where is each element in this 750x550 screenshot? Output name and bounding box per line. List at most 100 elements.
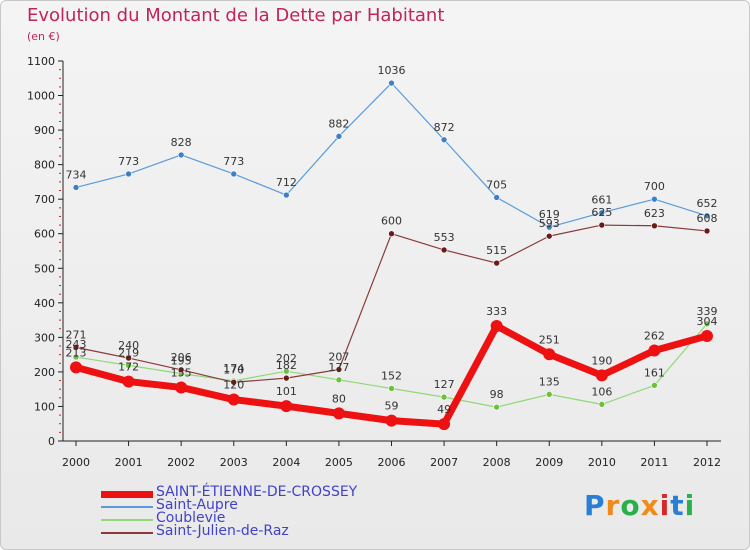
y-minor-tick [59,155,61,157]
data-point [388,79,395,87]
series-line-0 [75,82,708,228]
data-label: 600 [381,215,402,228]
data-label: 98 [490,388,504,401]
x-tick-label: 2002 [167,456,195,469]
data-label: 243 [66,338,87,351]
y-minor-tick [59,190,61,192]
data-label: 207 [328,350,349,363]
logo-letter: x [640,489,660,522]
x-tick-label: 2007 [430,456,458,469]
data-label: 172 [118,361,139,374]
data-point [177,151,185,159]
data-label: 652 [697,197,718,210]
data-label: 182 [276,359,297,372]
data-label: 202 [276,352,297,365]
data-label: 882 [328,117,349,130]
legend-label: SAINT-ÉTIENNE-DE-CROSSEY [156,484,358,500]
data-labels-layer: 734 773 828 773 712 882 1036 872 705 619 661 700 652… [66,64,718,416]
x-tick-label: 2008 [483,456,511,469]
data-point [440,393,448,401]
legend-label: Saint-Aupre [156,497,238,513]
y-minor-tick [59,362,61,364]
data-label: 190 [591,354,612,367]
x-tick-label: 2009 [535,456,563,469]
data-label: 120 [223,379,244,392]
logo-letter: i [684,489,696,522]
logo-letter: i [659,489,671,522]
y-minor-tick [59,431,61,433]
data-label: 213 [66,346,87,359]
data-label: 553 [434,231,455,244]
data-label: 619 [539,208,560,221]
data-point [72,344,80,351]
data-point [545,223,553,231]
y-minor-tick [59,77,61,79]
data-point [227,393,240,406]
data-point [388,230,395,238]
data-point [651,195,658,203]
data-point [703,212,711,220]
data-label: 161 [644,366,665,379]
data-point [651,382,658,389]
y-minor-tick [59,414,61,416]
data-label: 49 [437,403,451,416]
y-minor-tick [59,319,61,321]
data-point [125,362,132,369]
chart-title: Evolution du Montant de la Dette par Hab… [27,5,445,26]
y-tick-label: 900 [34,124,55,137]
data-label: 734 [66,168,87,181]
legend-item: Saint-Julien-de-Raz [101,523,401,540]
data-point [493,259,500,267]
data-point [72,184,80,191]
y-minor-tick [59,388,61,390]
y-tick-label: 400 [34,297,55,310]
data-point [72,353,80,361]
legend-swatch [101,519,153,521]
y-minor-tick [59,310,61,312]
data-point [648,344,661,357]
data-label: 80 [332,392,346,405]
data-point [230,170,238,178]
legend-item: SAINT-ÉTIENNE-DE-CROSSEY [101,484,401,501]
x-tick-label: 2005 [325,456,353,469]
data-label: 705 [486,178,507,191]
data-label: 700 [644,180,665,193]
data-label: 339 [697,305,718,318]
data-point [335,376,343,384]
data-point [283,367,290,375]
data-label: 872 [434,121,455,134]
data-point [545,232,553,240]
y-minor-tick [59,86,61,88]
y-minor-tick [59,103,61,105]
data-point [177,366,185,374]
data-point [283,374,290,382]
y-tick-label: 1100 [27,55,55,68]
data-point [651,222,658,230]
x-tick-label: 2010 [588,456,616,469]
data-point [122,375,135,388]
data-point [230,378,238,386]
data-label: 155 [171,366,192,379]
y-tick-label: 700 [34,193,55,206]
data-label: 304 [697,315,718,328]
x-tick-label: 2006 [378,456,406,469]
data-label: 195 [171,355,192,368]
data-label: 127 [434,378,455,391]
data-label: 174 [223,362,244,375]
data-point [125,170,132,178]
data-label: 773 [118,155,139,168]
data-label: 101 [276,385,297,398]
data-label: 251 [539,333,560,346]
y-minor-tick [59,423,61,425]
data-label: 773 [223,155,244,168]
y-tick-label: 300 [34,331,55,344]
data-point [388,385,395,392]
y-tick-label: 0 [48,435,55,448]
data-label: 262 [644,329,665,342]
data-point [335,366,343,373]
y-minor-tick [59,285,61,287]
y-tick-label: 100 [34,400,55,413]
data-label: 712 [276,176,297,189]
